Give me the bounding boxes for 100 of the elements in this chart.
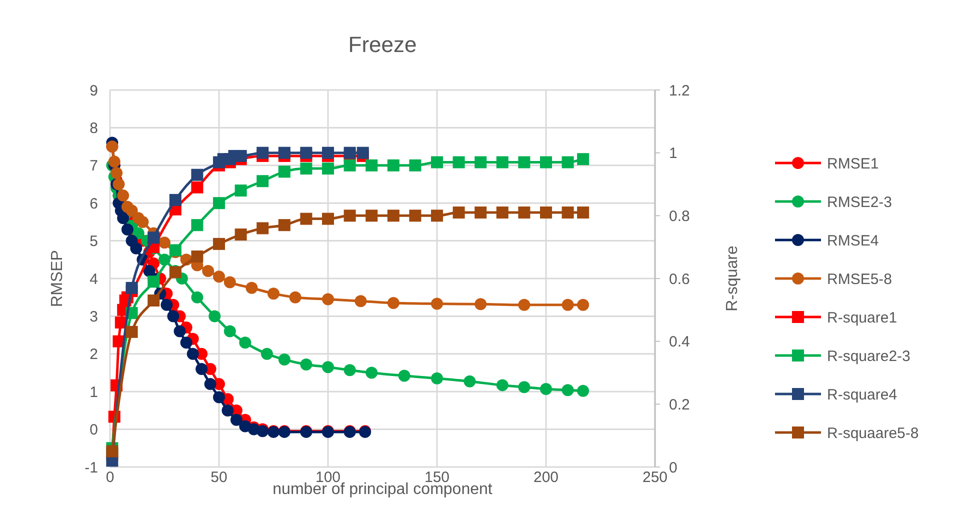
point: [409, 210, 422, 222]
point: [577, 206, 590, 219]
point: [431, 156, 443, 168]
point: [224, 325, 236, 338]
x-tick-label: 0: [106, 469, 114, 486]
point: [174, 325, 186, 338]
point: [222, 404, 234, 416]
point: [344, 146, 356, 159]
point: [213, 197, 225, 210]
point: [158, 236, 170, 249]
point: [387, 159, 400, 172]
point: [431, 210, 443, 222]
point: [431, 298, 443, 310]
point: [496, 206, 508, 219]
point: [409, 159, 422, 172]
point: [366, 366, 378, 379]
point: [354, 295, 367, 308]
x-tick-label: 250: [642, 469, 668, 486]
point: [167, 310, 180, 322]
point: [121, 223, 134, 236]
point: [256, 175, 269, 188]
x-tick-label: 50: [210, 469, 228, 486]
y2-tick-label: 1: [669, 145, 678, 162]
point: [322, 146, 334, 159]
legend-label: RMSE5-8: [827, 270, 892, 288]
point: [577, 384, 590, 397]
point: [213, 238, 225, 250]
y-axis-title: RMSEP: [49, 250, 66, 307]
point: [562, 298, 574, 311]
point: [474, 206, 487, 219]
point: [136, 216, 149, 228]
y-tick-label: 0: [90, 422, 98, 439]
chart-title: Freeze: [348, 32, 417, 57]
point: [126, 204, 138, 217]
point: [518, 156, 530, 168]
point: [213, 391, 225, 404]
point: [278, 219, 290, 232]
point: [398, 370, 410, 382]
point: [562, 384, 574, 396]
point: [191, 219, 204, 232]
y2-tick-label: 1.2: [669, 82, 690, 100]
point: [300, 358, 312, 370]
point: [196, 362, 208, 375]
point: [387, 297, 400, 310]
point: [260, 348, 273, 360]
y-tick-label: 1: [90, 384, 98, 401]
x-tick-label: 200: [533, 469, 559, 486]
point: [562, 206, 574, 219]
point: [204, 378, 216, 390]
point: [540, 382, 552, 395]
y2-tick-label: 0.4: [669, 334, 690, 351]
point: [289, 291, 302, 304]
y-tick-label: 5: [90, 233, 98, 250]
point: [234, 184, 247, 197]
point: [234, 228, 247, 241]
point: [180, 336, 192, 349]
point: [518, 206, 530, 219]
legend-label: RMSE2-3: [827, 194, 892, 211]
point: [577, 153, 590, 166]
point: [518, 381, 530, 394]
point: [496, 156, 508, 168]
point: [230, 414, 242, 426]
point: [191, 181, 204, 194]
legend-label: RMSE4: [827, 232, 879, 250]
point: [106, 445, 118, 458]
point: [344, 364, 356, 376]
point: [322, 293, 334, 306]
legend-label: R-square1: [827, 309, 898, 326]
point: [126, 282, 138, 294]
point: [213, 270, 225, 283]
point: [496, 379, 508, 392]
y-tick-label: 9: [90, 82, 98, 100]
legend-label: R-square2-3: [827, 348, 910, 365]
point: [126, 326, 138, 338]
point: [117, 190, 130, 202]
point: [191, 250, 204, 263]
point: [191, 168, 204, 181]
point: [130, 242, 142, 254]
y-tick-label: -1: [84, 459, 98, 476]
point: [110, 166, 123, 179]
point: [322, 212, 334, 225]
point: [234, 150, 247, 162]
point: [366, 159, 378, 172]
point: [322, 162, 334, 175]
y-tick-label: 2: [90, 346, 98, 364]
point: [431, 372, 443, 384]
point: [577, 298, 590, 311]
point: [344, 159, 356, 172]
point: [278, 146, 290, 159]
point: [562, 156, 574, 168]
y2-tick-label: 0.2: [669, 396, 690, 414]
point: [191, 291, 204, 304]
y-tick-label: 6: [90, 195, 98, 212]
point: [452, 156, 465, 168]
point: [518, 298, 530, 311]
point: [300, 212, 312, 225]
point: [148, 294, 160, 306]
point: [208, 310, 221, 322]
point: [117, 212, 130, 224]
point: [278, 354, 290, 366]
